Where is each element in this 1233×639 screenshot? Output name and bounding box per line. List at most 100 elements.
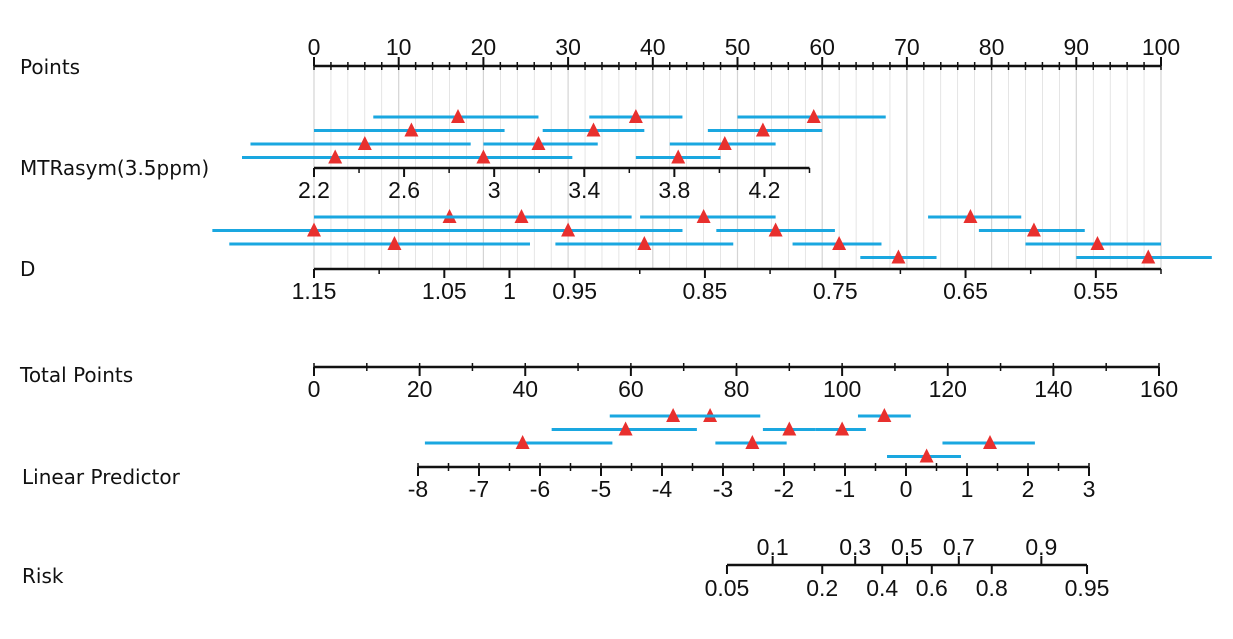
row-labels: Points MTRasym(3.5ppm) D Total Points Linear…	[19, 55, 209, 588]
mtrasym-estimate-marker	[586, 122, 601, 137]
total-tick-label: 0	[308, 376, 321, 402]
row-label-total: Total Points	[19, 363, 133, 387]
interval-layer	[212, 109, 1212, 463]
lp-estimate-marker	[919, 448, 934, 463]
lp-estimate-marker	[618, 421, 633, 436]
lp-tick-label: -4	[652, 476, 673, 502]
points-tick-label: 30	[555, 34, 581, 60]
risk-tick-label-above: 0.7	[943, 534, 975, 560]
total-tick-label: 60	[618, 376, 644, 402]
lp-estimate-marker	[745, 435, 760, 449]
risk-tick-label-above: 0.3	[839, 534, 871, 560]
mtrasym-estimate-marker	[755, 122, 770, 137]
mtrasym-estimate-marker	[357, 136, 372, 150]
mtrasym-estimate-marker	[328, 149, 343, 164]
d-tick-label: 1	[503, 278, 516, 304]
d-estimate-marker	[514, 209, 529, 223]
mtrasym-estimate-marker	[450, 109, 465, 123]
d-tick-label: 0.65	[943, 278, 988, 304]
risk-tick-label-below: 0.8	[976, 575, 1008, 601]
lp-tick-label: -1	[835, 476, 855, 502]
d-tick-label: 0.55	[1073, 278, 1118, 304]
risk-tick-label-above: 0.9	[1025, 534, 1057, 560]
d-tick-label: 1.15	[292, 278, 337, 304]
row-label-mtrasym: MTRasym(3.5ppm)	[20, 156, 209, 180]
risk-tick-label-below: 0.95	[1065, 575, 1110, 601]
d-estimate-marker	[891, 249, 906, 264]
d-estimate-marker	[307, 222, 321, 237]
risk-tick-label-below: 0.4	[866, 575, 898, 601]
lp-tick-label: 0	[900, 476, 913, 502]
lp-tick-label: -5	[591, 476, 611, 502]
risk-tick-label-below: 0.2	[806, 575, 838, 601]
row-label-d: D	[20, 257, 35, 281]
mtrasym-estimate-marker	[531, 136, 546, 150]
lp-tick-label: -7	[469, 476, 489, 502]
row-label-lp: Linear Predictor	[22, 465, 181, 489]
lp-tick-label: -3	[713, 476, 733, 502]
lp-estimate-marker	[666, 408, 681, 422]
lp-estimate-marker	[835, 421, 850, 436]
row-label-risk: Risk	[22, 564, 64, 588]
mtrasym-estimate-marker	[476, 149, 491, 164]
lp-tick-label: 3	[1083, 476, 1096, 502]
lp-tick-label: 1	[961, 476, 974, 502]
mtrasym-tick-label: 3.4	[568, 177, 600, 203]
d-estimate-marker	[387, 236, 402, 250]
mtrasym-tick-label: 3	[488, 177, 501, 203]
total-tick-label: 160	[1140, 376, 1178, 402]
mtrasym-tick-label: 4.2	[748, 177, 780, 203]
row-label-points: Points	[20, 55, 80, 79]
d-estimate-marker	[1141, 249, 1156, 264]
lp-tick-label: -6	[530, 476, 550, 502]
lp-estimate-marker	[515, 435, 530, 449]
points-tick-label: 20	[471, 34, 497, 60]
total-tick-label: 40	[512, 376, 538, 402]
points-tick-label: 50	[725, 34, 751, 60]
total-tick-label: 80	[724, 376, 750, 402]
d-estimate-marker	[561, 222, 576, 237]
risk-tick-label-below: 0.6	[916, 575, 948, 601]
lp-estimate-marker	[782, 421, 797, 436]
mtrasym-estimate-marker	[717, 136, 732, 150]
mtrasym-tick-label: 2.2	[298, 177, 330, 203]
points-tick-label: 70	[894, 34, 920, 60]
points-tick-label: 60	[809, 34, 835, 60]
mtrasym-tick-label: 3.8	[658, 177, 690, 203]
d-estimate-marker	[637, 236, 652, 250]
d-estimate-marker	[832, 236, 847, 250]
d-tick-label: 0.85	[683, 278, 728, 304]
points-tick-label: 80	[979, 34, 1005, 60]
lp-estimate-marker	[983, 435, 997, 449]
d-estimate-marker	[1090, 236, 1105, 250]
total-tick-label: 20	[407, 376, 433, 402]
risk-tick-label-below: 0.05	[705, 575, 750, 601]
d-estimate-marker	[768, 222, 783, 237]
mtrasym-estimate-marker	[628, 109, 643, 123]
risk-tick-label-above: 0.5	[891, 534, 923, 560]
mtrasym-estimate-marker	[806, 109, 821, 123]
d-tick-label: 0.75	[813, 278, 858, 304]
d-estimate-marker	[696, 209, 711, 223]
points-tick-label: 90	[1064, 34, 1090, 60]
total-tick-label: 140	[1034, 376, 1072, 402]
d-estimate-marker	[1026, 222, 1041, 237]
d-tick-label: 0.95	[552, 278, 597, 304]
d-tick-label: 1.05	[422, 278, 467, 304]
points-tick-label: 40	[640, 34, 666, 60]
mtrasym-tick-label: 2.6	[388, 177, 420, 203]
risk-tick-label-above: 0.1	[757, 534, 789, 560]
points-tick-label: 0	[308, 34, 321, 60]
lp-tick-label: -2	[774, 476, 794, 502]
points-tick-label: 10	[386, 34, 412, 60]
mtrasym-estimate-marker	[671, 149, 686, 164]
points-tick-label: 100	[1142, 34, 1180, 60]
lp-tick-label: -8	[408, 476, 428, 502]
lp-estimate-marker	[877, 408, 892, 422]
total-tick-label: 100	[823, 376, 861, 402]
total-tick-label: 120	[929, 376, 967, 402]
mtrasym-estimate-marker	[404, 122, 419, 137]
lp-tick-label: 2	[1022, 476, 1035, 502]
